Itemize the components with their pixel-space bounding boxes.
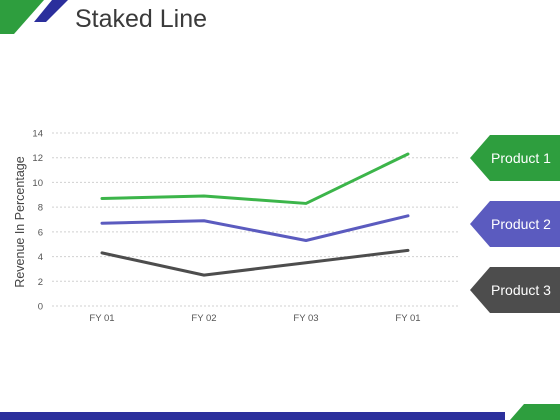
page-title: Staked Line	[75, 5, 208, 33]
y-tick-label: 6	[38, 227, 43, 238]
bottom-decoration	[0, 404, 560, 420]
y-tick-label: 8	[38, 203, 43, 214]
series-line-product-3	[100, 248, 410, 277]
y-tick-label: 2	[38, 277, 43, 288]
x-tick-label: FY 01	[89, 313, 114, 324]
callout-product-3-label: Product 3	[491, 282, 551, 298]
y-tick-label: 0	[38, 302, 43, 313]
y-tick-label: 4	[38, 252, 43, 263]
series-line-product-1	[100, 152, 410, 205]
green-stripe	[0, 0, 44, 34]
y-tick-label: 14	[32, 129, 43, 140]
callout-product-1[interactable]: Product 1	[470, 135, 560, 181]
top-left-decoration	[0, 0, 68, 34]
green-bottom-corner	[510, 404, 560, 420]
navy-bottom-bar	[0, 412, 505, 420]
callout-product-2[interactable]: Product 2	[470, 201, 560, 247]
x-tick-label: FY 01	[395, 313, 420, 324]
y-tick-label: 10	[32, 178, 43, 189]
callout-product-2-label: Product 2	[491, 216, 551, 232]
line-chart: 0 2 4 6 8 10 12 14 FY 01 FY 02 FY 03 FY 01	[32, 129, 460, 324]
x-tick-label: FY 02	[191, 313, 216, 324]
x-tick-label: FY 03	[293, 313, 318, 324]
callout-product-3[interactable]: Product 3	[470, 267, 560, 313]
callout-product-1-label: Product 1	[491, 150, 551, 166]
navy-stripe	[34, 0, 68, 22]
series-line-product-2	[100, 214, 410, 243]
y-tick-label: 12	[32, 153, 43, 164]
